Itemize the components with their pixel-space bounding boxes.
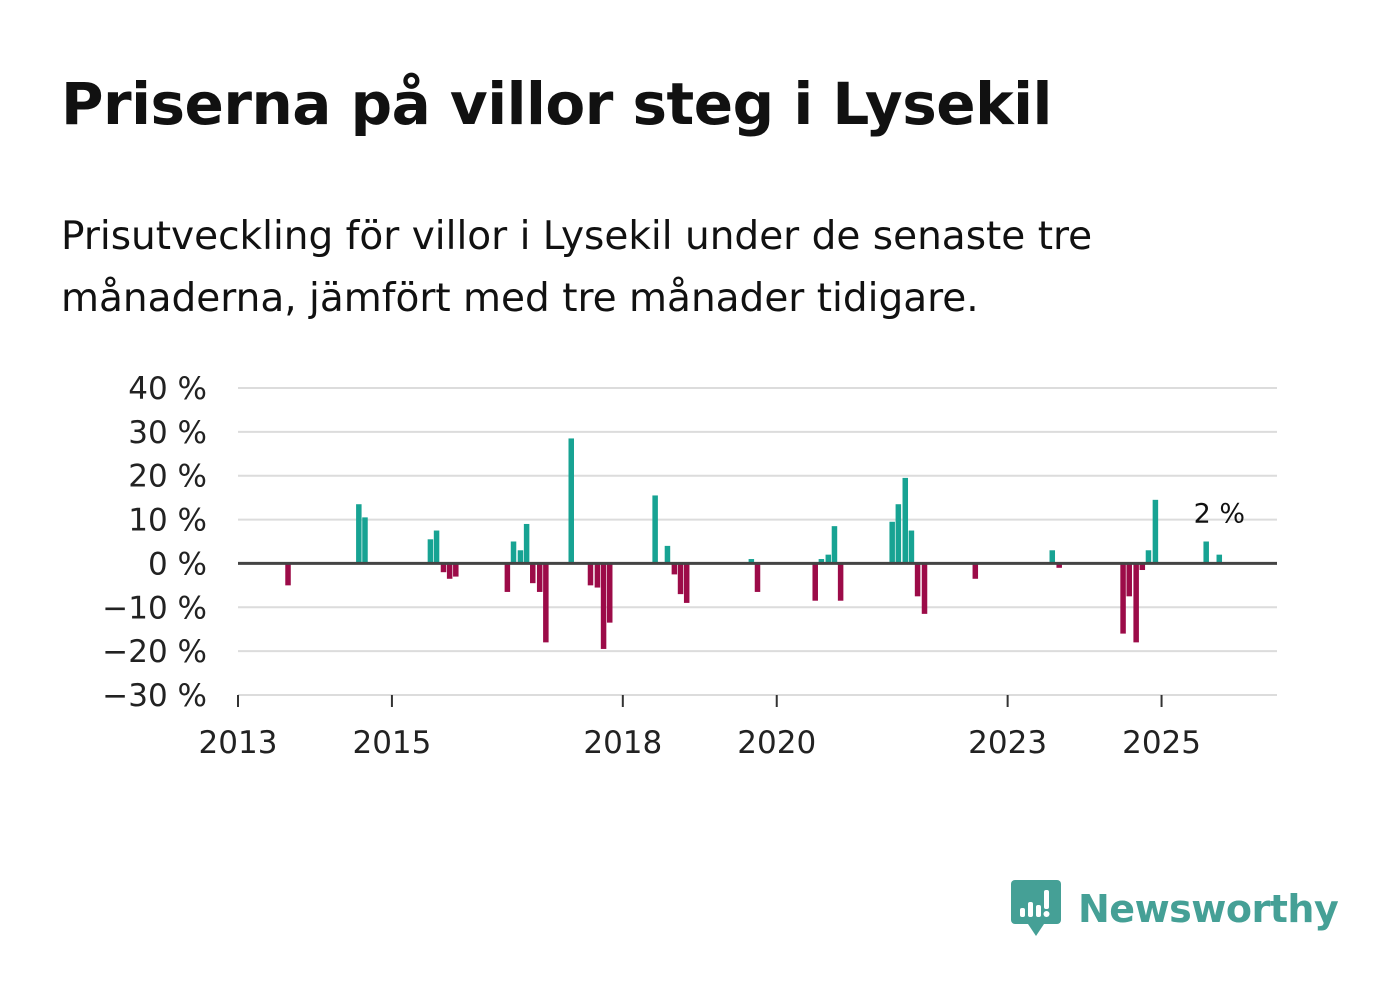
bar: [600, 563, 607, 649]
bar: [671, 563, 678, 575]
y-tick-label: −20 %: [102, 634, 207, 670]
bar: [1139, 563, 1146, 571]
bar: [837, 563, 844, 601]
bar: [517, 550, 524, 564]
y-tick-label: 30 %: [128, 415, 207, 451]
bar: [664, 545, 671, 564]
x-axis: 2013 2015 2018 2020 2023 2025: [199, 695, 1201, 761]
annotations: 2 %: [1194, 499, 1245, 530]
bar: [902, 477, 909, 564]
bar: [453, 563, 459, 577]
bar: [748, 559, 755, 564]
x-tick-label: 2015: [352, 725, 431, 761]
bar: [1133, 563, 1139, 643]
chart-subtitle: Prisutveckling för villor i Lysekil unde…: [61, 214, 1093, 321]
bar: [1120, 563, 1126, 634]
bar: [446, 563, 453, 579]
bar: [1049, 550, 1056, 564]
x-tick-label: 2020: [737, 725, 816, 761]
y-tick-label: 0 %: [148, 546, 207, 582]
newsworthy-logo: Newsworthy: [1010, 878, 1339, 940]
y-axis: 40 % 30 % 20 % 10 % 0 % −10 % −20 % −30 %: [102, 371, 207, 714]
bar: [510, 541, 517, 564]
bar: [523, 523, 530, 564]
bar: [536, 563, 543, 592]
bar: [908, 530, 915, 564]
bar: [1216, 554, 1223, 564]
bar: [568, 438, 574, 564]
bar: [818, 559, 825, 564]
bar-chart: 40 %30 %20 %10 %0 %−10 %−20 %−30 % 2013 2…: [102, 371, 1277, 761]
x-tick-label: 2023: [968, 725, 1047, 761]
bar: [921, 563, 928, 614]
bar: [356, 504, 362, 564]
y-tick-label: −10 %: [102, 590, 207, 626]
chart-title: Priserna på villor steg i Lysekil: [61, 70, 1052, 138]
bars: [285, 438, 1223, 649]
bar: [825, 554, 832, 564]
bar: [530, 563, 536, 584]
y-tick-label: 40 %: [128, 371, 207, 407]
newsworthy-logo-icon: [1011, 880, 1061, 936]
x-tick-label: 2013: [199, 725, 278, 761]
brand-name: Newsworthy: [1078, 887, 1339, 931]
bar: [504, 563, 511, 592]
bar: [606, 563, 613, 623]
x-tick-label: 2025: [1122, 725, 1201, 761]
bar: [683, 563, 690, 603]
bar: [433, 530, 440, 564]
bar: [754, 563, 761, 592]
bar: [543, 563, 549, 643]
y-tick-label: 20 %: [128, 459, 207, 495]
bar: [1152, 499, 1159, 564]
bar: [285, 563, 291, 586]
bar: [594, 563, 601, 588]
x-tick-label: 2018: [583, 725, 662, 761]
bar: [652, 495, 658, 564]
bar: [1126, 563, 1132, 597]
data-label: 2 %: [1194, 499, 1245, 530]
y-tick-label: −30 %: [102, 678, 207, 714]
bar: [587, 563, 594, 586]
y-tick-label: 10 %: [128, 503, 207, 539]
bar: [914, 563, 921, 597]
bar: [972, 563, 979, 579]
bar: [889, 521, 895, 564]
bar: [1056, 563, 1062, 568]
gridlines: [238, 387, 1277, 696]
bar: [440, 563, 447, 573]
bar: [1145, 550, 1152, 564]
bar: [831, 526, 838, 564]
bar: [427, 539, 434, 564]
bar: [895, 504, 902, 564]
bar: [812, 563, 818, 601]
bar: [1203, 541, 1209, 564]
bar: [677, 563, 684, 595]
bar: [362, 517, 368, 564]
